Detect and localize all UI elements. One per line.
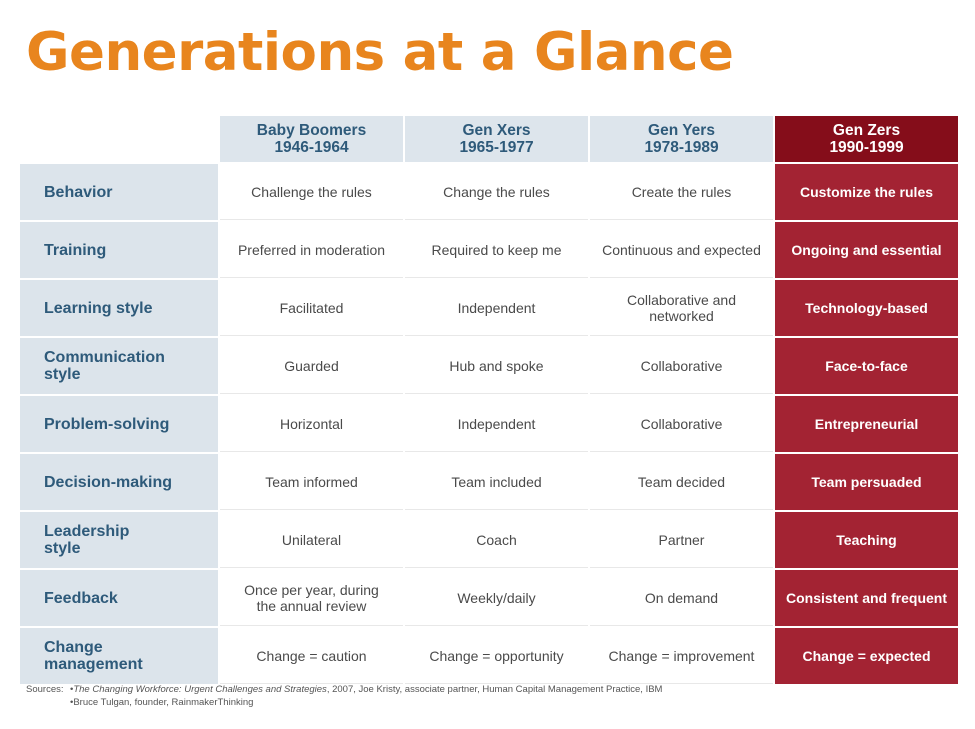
table-cell: Collaborative [590, 338, 773, 394]
table-cell-highlight: Technology-based [775, 280, 958, 336]
table-row: Learning style Facilitated Independent C… [20, 280, 958, 336]
table-cell-highlight: Customize the rules [775, 164, 958, 220]
table-row: Leadership style Unilateral Coach Partne… [20, 512, 958, 568]
table-cell: Weekly/daily [405, 570, 588, 626]
table-row: Communication style Guarded Hub and spok… [20, 338, 958, 394]
table-cell: Guarded [220, 338, 403, 394]
table-cell: Coach [405, 512, 588, 568]
table-cell: Team informed [220, 454, 403, 510]
table-cell: Team decided [590, 454, 773, 510]
table-cell: On demand [590, 570, 773, 626]
table-cell: Collaborative and networked [590, 280, 773, 336]
column-header-gen-yers: Gen Yers 1978-1989 [590, 116, 773, 162]
row-header-decision-making: Decision-making [20, 454, 218, 510]
row-header-change-management: Change management [20, 628, 218, 684]
column-header-years: 1965-1977 [459, 139, 534, 156]
column-header-name: Gen Yers [648, 122, 715, 139]
table-cell: Preferred in moderation [220, 222, 403, 278]
bullet-icon: • [70, 684, 74, 695]
table-cell-highlight: Teaching [775, 512, 958, 568]
source-line: •The Changing Workforce: Urgent Challeng… [70, 683, 662, 696]
table-row: Training Preferred in moderation Require… [20, 222, 958, 278]
generations-table: Baby Boomers 1946-1964 Gen Xers 1965-1977 … [18, 114, 960, 686]
column-header-gen-zers: Gen Zers 1990-1999 [775, 116, 958, 162]
table-cell-highlight: Change = expected [775, 628, 958, 684]
row-header-learning-style: Learning style [20, 280, 218, 336]
row-header-problem-solving: Problem-solving [20, 396, 218, 452]
sources-list: •The Changing Workforce: Urgent Challeng… [70, 683, 662, 709]
row-header-communication-style: Communication style [20, 338, 218, 394]
table-cell: Change = caution [220, 628, 403, 684]
column-header-baby-boomers: Baby Boomers 1946-1964 [220, 116, 403, 162]
table-cell: Independent [405, 280, 588, 336]
page-title: Generations at a Glance [26, 22, 734, 83]
table-cell: Once per year, during the annual review [220, 570, 403, 626]
column-header-name: Gen Xers [462, 122, 531, 139]
table-cell: Change the rules [405, 164, 588, 220]
source-detail: , 2007, Joe Kristy, associate partner, H… [326, 684, 663, 695]
table-cell: Team included [405, 454, 588, 510]
table-cell: Unilateral [220, 512, 403, 568]
column-header-years: 1946-1964 [274, 139, 349, 156]
source-detail: Bruce Tulgan, founder, RainmakerThinking [73, 697, 254, 708]
table-cell: Change = opportunity [405, 628, 588, 684]
table-cell: Challenge the rules [220, 164, 403, 220]
table-cell: Change = improvement [590, 628, 773, 684]
table-cell-highlight: Entrepreneurial [775, 396, 958, 452]
sources-label: Sources: [26, 684, 64, 695]
table-cell-highlight: Face-to-face [775, 338, 958, 394]
table-cell: Facilitated [220, 280, 403, 336]
table-cell: Independent [405, 396, 588, 452]
column-header-name: Gen Zers [832, 122, 901, 139]
row-header-leadership-style: Leadership style [20, 512, 218, 568]
column-header-name: Baby Boomers [256, 122, 367, 139]
row-header-behavior: Behavior [20, 164, 218, 220]
source-line: •Bruce Tulgan, founder, RainmakerThinkin… [70, 696, 662, 709]
table-cell: Horizontal [220, 396, 403, 452]
column-header-years: 1978-1989 [644, 139, 719, 156]
table-cell-highlight: Consistent and frequent [775, 570, 958, 626]
table-cell-highlight: Ongoing and essential [775, 222, 958, 278]
source-title: The Changing Workforce: Urgent Challenge… [73, 684, 327, 695]
column-header-gen-xers: Gen Xers 1965-1977 [405, 116, 588, 162]
table-row: Change management Change = caution Chang… [20, 628, 958, 684]
row-header-training: Training [20, 222, 218, 278]
table-cell: Collaborative [590, 396, 773, 452]
header-corner [20, 116, 218, 162]
table-cell: Partner [590, 512, 773, 568]
table-row: Decision-making Team informed Team inclu… [20, 454, 958, 510]
table-row: Behavior Challenge the rules Change the … [20, 164, 958, 220]
column-header-years: 1990-1999 [829, 139, 904, 156]
table-cell: Required to keep me [405, 222, 588, 278]
table-cell: Create the rules [590, 164, 773, 220]
table-row: Feedback Once per year, during the annua… [20, 570, 958, 626]
table-cell: Continuous and expected [590, 222, 773, 278]
row-header-feedback: Feedback [20, 570, 218, 626]
table-header-row: Baby Boomers 1946-1964 Gen Xers 1965-1977 … [20, 116, 958, 162]
table-row: Problem-solving Horizontal Independent C… [20, 396, 958, 452]
table-cell-highlight: Team persuaded [775, 454, 958, 510]
table-cell: Hub and spoke [405, 338, 588, 394]
bullet-icon: • [70, 697, 74, 708]
